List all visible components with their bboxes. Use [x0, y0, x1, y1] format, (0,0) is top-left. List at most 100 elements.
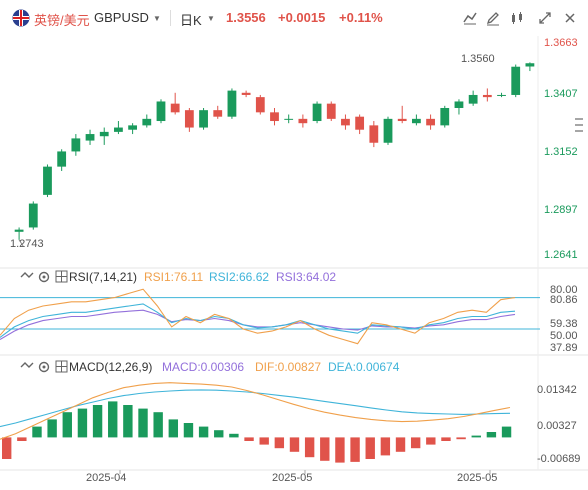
- macd-bar: [62, 412, 72, 438]
- macd-axis-label: -0.00689: [537, 453, 581, 465]
- macd-visibility-icon[interactable]: [20, 360, 34, 374]
- last-price: 1.3556: [226, 10, 266, 25]
- macd-bar: [259, 437, 269, 445]
- macd-title: MACD(12,26,9): [69, 360, 153, 374]
- candle-body: [440, 107, 450, 126]
- period-dropdown-icon[interactable]: ▼: [207, 14, 215, 23]
- candle-type-icon[interactable]: [509, 10, 527, 28]
- rsi-title: RSI(7,14,21): [69, 270, 138, 284]
- dea-line: [0, 389, 511, 428]
- macd-bar: [395, 437, 406, 452]
- candle-body: [497, 94, 506, 96]
- candle-body: [57, 151, 67, 167]
- fullscreen-icon[interactable]: [537, 10, 555, 28]
- candle-body: [482, 94, 492, 98]
- candle-body: [43, 166, 52, 195]
- candle-body: [14, 229, 24, 232]
- macd-bar: [410, 437, 421, 449]
- price-axis-label: 1.2897: [544, 204, 578, 216]
- rsi-axis-label: 80.00: [550, 284, 578, 296]
- macd-bar: [153, 412, 163, 438]
- candle-body: [170, 103, 180, 113]
- rsi1-line: [0, 288, 516, 345]
- macd-value: MACD:0.00306: [162, 360, 245, 374]
- header-bar: 英镑/美元 GBPUSD ▼ 日K ▼ 1.3556 +0.0015 +0.11…: [0, 0, 588, 36]
- close-icon[interactable]: [562, 10, 580, 28]
- macd-bar: [198, 426, 209, 438]
- macd-axis-label: 0.01342: [537, 384, 577, 396]
- candle-body: [411, 118, 421, 124]
- macd-bar: [32, 426, 42, 438]
- macd-bar: [350, 437, 360, 462]
- macd-bar: [2, 437, 12, 459]
- candle-body: [128, 125, 138, 130]
- price-axis-label: 1.3407: [544, 88, 578, 100]
- macd-bar: [486, 432, 497, 438]
- rsi-axis-label: 59.38: [550, 318, 578, 330]
- price-axis-label: 1.3663: [544, 37, 578, 49]
- rsi3-line: [0, 309, 516, 340]
- candle-body: [326, 103, 336, 119]
- x-axis-label: 2025-05: [272, 472, 313, 484]
- candle-body: [511, 66, 521, 95]
- pair-dropdown-icon[interactable]: ▼: [153, 14, 161, 23]
- candle-body: [184, 110, 194, 128]
- dif-line: [0, 382, 511, 440]
- period-selector[interactable]: 日K: [180, 13, 202, 28]
- macd-bar: [365, 437, 375, 459]
- candle-body: [199, 110, 208, 128]
- x-axis-label: 2025-05: [457, 472, 498, 484]
- macd-bar: [380, 437, 391, 456]
- low-marker-pointer: [18, 239, 24, 247]
- price-change: +0.0015: [278, 10, 326, 25]
- candle-body: [284, 118, 294, 120]
- macd-bar: [441, 437, 451, 441]
- price-axis-label: 1.3152: [544, 146, 578, 158]
- rsi-settings-icon[interactable]: [37, 270, 51, 284]
- dif-value: DIF:0.00827: [255, 360, 322, 374]
- candle-body: [341, 118, 350, 126]
- macd-bar: [92, 405, 103, 438]
- candle-body: [426, 118, 435, 126]
- rsi3-value: RSI3:64.02: [276, 270, 337, 284]
- high-marker-label: 1.3560: [461, 53, 495, 65]
- rsi-visibility-icon[interactable]: [20, 270, 34, 284]
- candle-body: [270, 112, 279, 122]
- rsi-expand-icon[interactable]: [55, 270, 68, 283]
- candle-body: [213, 110, 223, 117]
- candle-body: [241, 92, 251, 95]
- uk-flag-icon: [12, 9, 30, 27]
- macd-bar: [456, 437, 466, 440]
- pair-cn-label[interactable]: 英镑/美元: [34, 13, 90, 28]
- indicator-icon[interactable]: [462, 10, 480, 28]
- macd-bar: [501, 426, 512, 438]
- macd-axis-label: 0.00327: [537, 420, 577, 432]
- rsi1-value: RSI1:76.11: [144, 270, 204, 284]
- macd-bar: [17, 437, 27, 441]
- candle-body: [28, 203, 38, 228]
- x-axis-label: 2025-04: [86, 472, 127, 484]
- macd-bar: [168, 419, 179, 438]
- rsi2-line: [0, 303, 516, 338]
- macd-bar: [138, 408, 148, 438]
- candle-body: [312, 103, 322, 122]
- rsi-axis-label: 37.89: [550, 342, 578, 354]
- macd-bar: [47, 419, 57, 438]
- pair-en-label[interactable]: GBPUSD: [94, 10, 149, 25]
- candle-body: [454, 101, 464, 108]
- macd-bar: [229, 433, 239, 438]
- candle-body: [142, 118, 152, 126]
- candle-body: [369, 125, 379, 143]
- macd-bar: [214, 430, 224, 438]
- collapse-panel-icon[interactable]: [572, 113, 586, 137]
- rsi-axis-label: 50.00: [550, 330, 578, 342]
- macd-bar: [320, 437, 330, 461]
- macd-bar: [304, 437, 315, 458]
- draw-pen-icon[interactable]: [485, 10, 503, 28]
- macd-expand-icon[interactable]: [55, 360, 68, 373]
- macd-bar: [123, 405, 133, 438]
- macd-settings-icon[interactable]: [37, 360, 51, 374]
- rsi2-value: RSI2:66.62: [209, 270, 270, 284]
- candle-body: [99, 131, 109, 137]
